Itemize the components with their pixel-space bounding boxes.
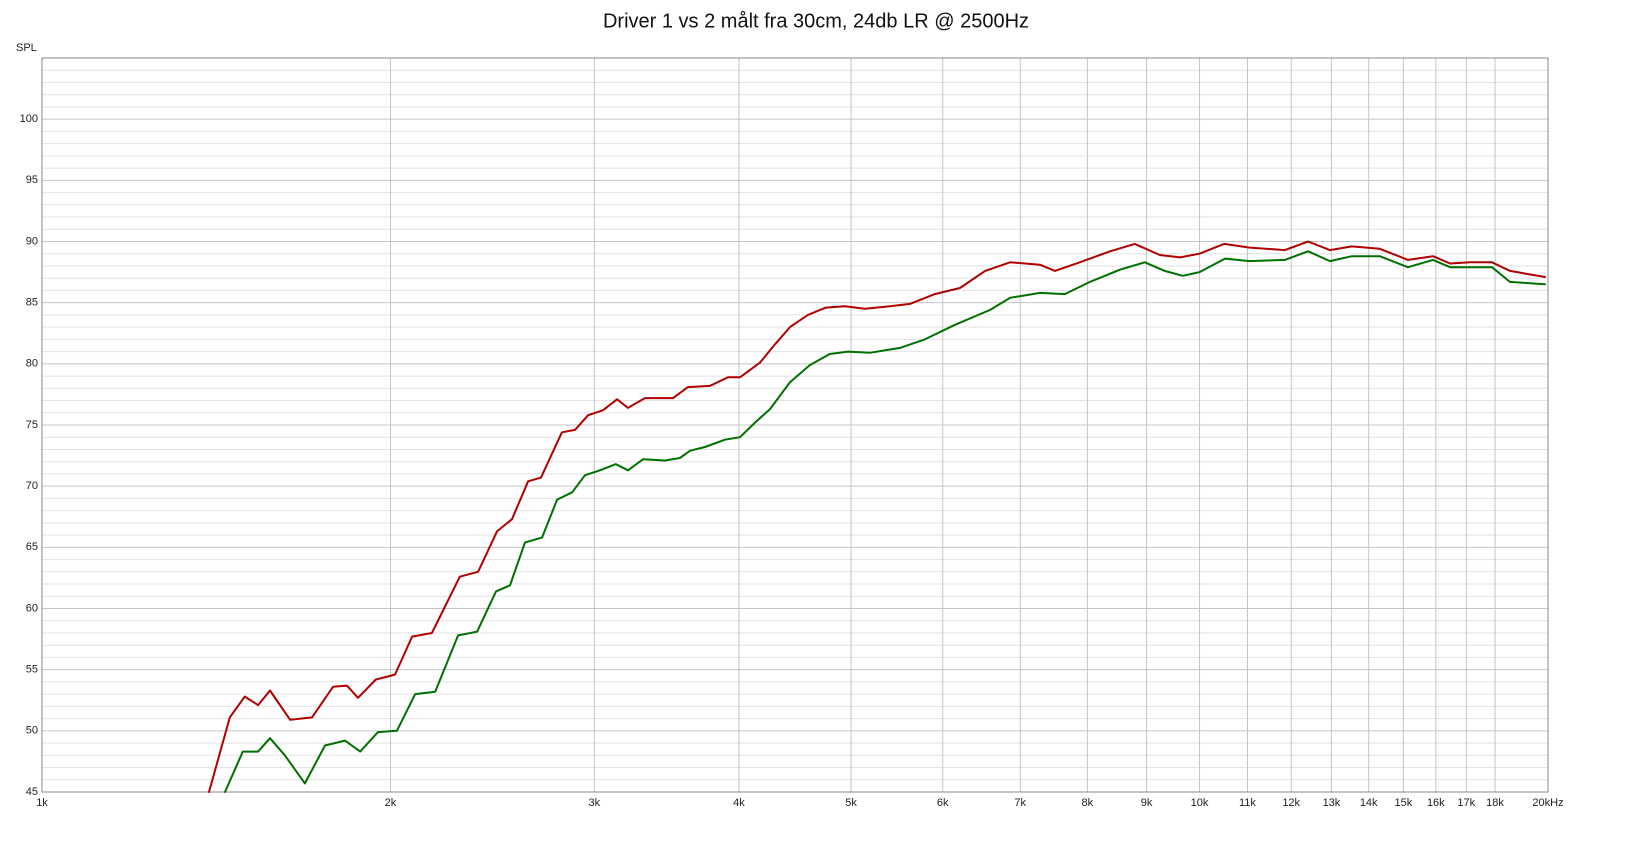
x-tick-label: 20kHz: [1532, 797, 1563, 809]
x-tick-label: 11k: [1239, 797, 1256, 809]
x-tick-label: 7k: [1014, 797, 1026, 809]
y-tick-label: 90: [26, 235, 38, 247]
plot-border: [41, 57, 1549, 793]
x-tick-label: 16k: [1427, 797, 1445, 809]
x-tick-label: 4k: [733, 797, 745, 809]
x-tick-label: 3k: [588, 797, 600, 809]
x-tick-label: 18k: [1486, 797, 1504, 809]
x-tick-label: 17k: [1457, 797, 1475, 809]
y-tick-label: 100: [20, 113, 38, 125]
x-tick-label: 10k: [1191, 797, 1209, 809]
chart-title: Driver 1 vs 2 målt fra 30cm, 24db LR @ 2…: [603, 10, 1029, 32]
y-tick-label: 50: [26, 725, 38, 737]
y-tick-label: 45: [26, 786, 38, 798]
y-tick-label: 55: [26, 664, 38, 676]
y-axis-label: SPL: [16, 42, 37, 54]
y-tick-label: 75: [26, 419, 38, 431]
x-tick-label: 14k: [1360, 797, 1378, 809]
x-tick-label: 13k: [1323, 797, 1341, 809]
x-tick-label: 9k: [1141, 797, 1153, 809]
y-tick-label: 65: [26, 541, 38, 553]
y-tick-label: 60: [26, 602, 38, 614]
x-tick-label: 5k: [845, 797, 857, 809]
x-tick-label: 1k: [36, 797, 48, 809]
y-tick-label: 70: [26, 480, 38, 492]
y-tick-label: 85: [26, 297, 38, 309]
x-tick-label: 6k: [937, 797, 949, 809]
series-line: [208, 240, 1546, 793]
x-tick-label: 8k: [1082, 797, 1094, 809]
series-line: [224, 250, 1546, 793]
y-tick-label: 95: [26, 174, 38, 186]
x-tick-label: 2k: [385, 797, 397, 809]
x-tick-label: 15k: [1395, 797, 1413, 809]
y-tick-label: 80: [26, 358, 38, 370]
x-tick-label: 12k: [1282, 797, 1300, 809]
